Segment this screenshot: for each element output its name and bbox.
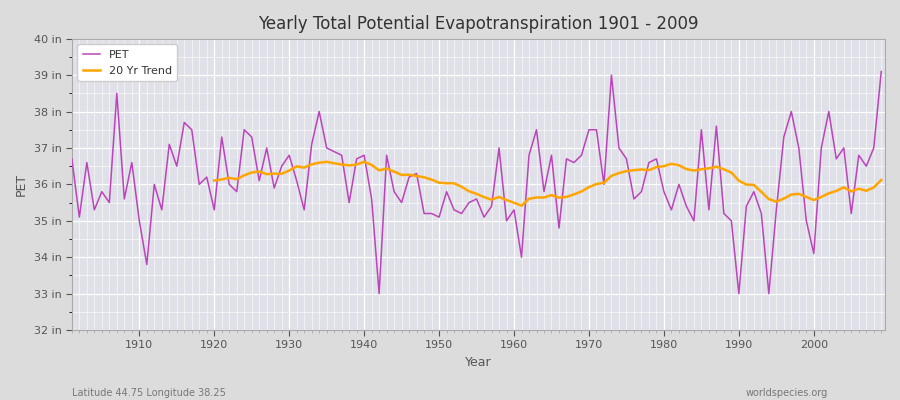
- PET: [292, 178, 302, 183]
- Text: Latitude 44.75 Longitude 38.25: Latitude 44.75 Longitude 38.25: [72, 388, 226, 398]
- PET: [337, 153, 347, 158]
- X-axis label: Year: Year: [465, 356, 491, 369]
- PET: [606, 73, 616, 78]
- PET: [516, 255, 526, 260]
- PET: [876, 69, 886, 74]
- PET: [67, 156, 77, 161]
- Legend: PET, 20 Yr Trend: PET, 20 Yr Trend: [77, 44, 177, 81]
- 20 Yr Trend: [321, 159, 332, 164]
- 20 Yr Trend: [794, 192, 805, 196]
- Line: PET: PET: [72, 72, 881, 294]
- 20 Yr Trend: [861, 188, 872, 193]
- 20 Yr Trend: [688, 168, 699, 173]
- 20 Yr Trend: [209, 178, 220, 183]
- 20 Yr Trend: [516, 203, 526, 208]
- 20 Yr Trend: [778, 196, 789, 201]
- Title: Yearly Total Potential Evapotranspiration 1901 - 2009: Yearly Total Potential Evapotranspiratio…: [258, 15, 698, 33]
- PET: [126, 160, 137, 165]
- PET: [374, 291, 384, 296]
- Line: 20 Yr Trend: 20 Yr Trend: [214, 162, 881, 206]
- PET: [508, 208, 519, 212]
- 20 Yr Trend: [299, 165, 310, 170]
- Y-axis label: PET: PET: [15, 173, 28, 196]
- Text: worldspecies.org: worldspecies.org: [746, 388, 828, 398]
- 20 Yr Trend: [876, 178, 886, 182]
- 20 Yr Trend: [418, 175, 429, 180]
